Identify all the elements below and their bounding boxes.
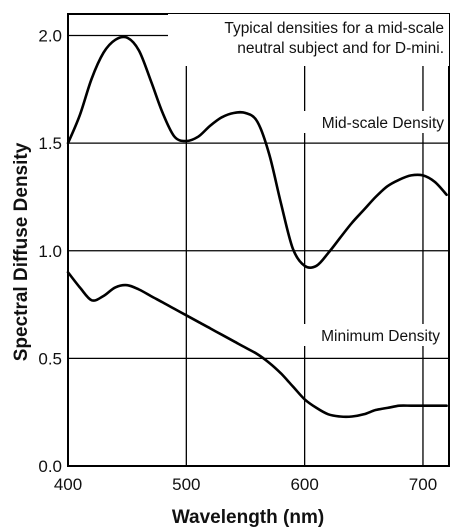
x-tick-label: 500 bbox=[172, 475, 200, 494]
annotation-line-1: Typical densities for a mid-scale bbox=[224, 20, 444, 37]
y-tick-label: 0.5 bbox=[38, 349, 62, 368]
series-label-bg-mid bbox=[286, 111, 446, 133]
series-label-bg-min bbox=[268, 324, 444, 346]
plot-frame bbox=[67, 13, 450, 467]
tick-labels: 0.0 0.5 1.0 1.5 2.0 400 500 600 700 bbox=[38, 27, 437, 494]
series-lines bbox=[66, 35, 448, 419]
annotation-background-left bbox=[168, 14, 294, 66]
grid bbox=[67, 14, 449, 466]
axes bbox=[67, 13, 450, 467]
series-line-mid-scale-density bbox=[66, 35, 448, 270]
x-tick-label: 400 bbox=[54, 475, 82, 494]
series-label-mid-scale: Mid-scale Density bbox=[322, 115, 445, 132]
x-tick-label: 600 bbox=[290, 475, 318, 494]
y-tick-label: 1.0 bbox=[38, 242, 62, 261]
y-tick-label: 0.0 bbox=[38, 457, 62, 476]
annotation-background bbox=[291, 14, 449, 66]
annotation-line-2: neutral subject and for D-mini. bbox=[237, 40, 444, 57]
series-label-minimum: Minimum Density bbox=[321, 328, 440, 345]
series-line-minimum-density bbox=[66, 271, 448, 419]
y-axis-title: Spectral Diffuse Density bbox=[11, 142, 32, 361]
x-tick-label: 700 bbox=[409, 475, 437, 494]
y-tick-label: 2.0 bbox=[38, 27, 62, 46]
y-tick-label: 1.5 bbox=[38, 134, 62, 153]
x-axis-title: Wavelength (nm) bbox=[172, 507, 324, 528]
